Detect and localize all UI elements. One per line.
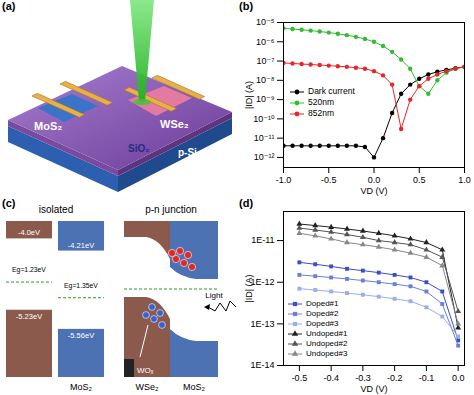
svg-text:isolated: isolated [39,204,73,215]
svg-text:WSe₂: WSe₂ [136,382,160,392]
svg-text:Eg=1.23eV: Eg=1.23eV [12,266,46,274]
svg-text:-0.2: -0.2 [387,373,403,383]
svg-text:SiO₂: SiO₂ [128,143,150,154]
svg-text:WSe₂: WSe₂ [160,118,189,130]
html-text:(d): (d) [239,197,253,209]
html-text:Doped#2: Doped#2 [306,309,339,318]
svg-text:|ID| (A): |ID| (A) [244,274,254,302]
html-text:852nm: 852nm [308,108,334,118]
svg-text:0.5: 0.5 [413,175,426,185]
svg-text:10⁻⁸: 10⁻⁸ [256,75,275,85]
svg-text:10⁻¹⁰: 10⁻¹⁰ [253,114,275,124]
svg-text:1E-14: 1E-14 [250,360,274,370]
svg-text:-4.0eV: -4.0eV [18,228,40,237]
svg-text:0.0: 0.0 [452,373,465,383]
html-text:(c): (c) [2,197,16,209]
svg-text:10⁻⁷: 10⁻⁷ [256,56,274,66]
html-text:Undoped#2: Undoped#2 [306,339,348,348]
html-text:(b): (b) [239,0,253,12]
html-text:Dark current: Dark current [308,86,355,96]
html-text:520nm: 520nm [308,97,334,107]
svg-text:1E-11: 1E-11 [251,235,274,245]
html-text:Undoped#3: Undoped#3 [306,349,348,358]
svg-text:10⁻⁶: 10⁻⁶ [256,37,275,47]
svg-text:1.0: 1.0 [458,175,471,185]
svg-text:-0.5: -0.5 [292,373,308,383]
svg-text:-5.23eV: -5.23eV [16,312,42,321]
svg-text:MoS₂: MoS₂ [183,382,206,392]
svg-text:p-n junction: p-n junction [145,204,197,215]
svg-text:-0.3: -0.3 [355,373,371,383]
svg-text:0.0: 0.0 [368,175,381,185]
html-text:Doped#3: Doped#3 [306,319,339,328]
svg-text:Light: Light [205,291,223,300]
html-text:Doped#1: Doped#1 [306,299,339,308]
svg-text:10⁻¹¹: 10⁻¹¹ [254,133,275,143]
svg-text:MoS₂: MoS₂ [70,382,93,392]
svg-text:10⁻¹²: 10⁻¹² [254,152,275,162]
svg-text:1E-13: 1E-13 [250,319,274,329]
svg-text:VD (V): VD (V) [361,186,388,196]
svg-text:-0.4: -0.4 [323,373,339,383]
svg-text:WOₓ: WOₓ [137,366,154,375]
svg-text:-1.0: -1.0 [276,175,292,185]
svg-text:Eg=1.35eV: Eg=1.35eV [64,282,98,290]
svg-text:-5.56eV: -5.56eV [68,331,94,340]
svg-text:-0.1: -0.1 [419,373,435,383]
svg-text:p-Si: p-Si [178,147,197,158]
svg-text:VD (V): VD (V) [361,384,388,394]
svg-text:10⁻⁵: 10⁻⁵ [256,17,275,27]
svg-text:10⁻⁹: 10⁻⁹ [256,94,275,104]
svg-text:1E-12: 1E-12 [250,277,274,287]
html-text:Undoped#1: Undoped#1 [306,329,348,338]
svg-text:-4.21eV: -4.21eV [68,241,94,250]
html-text:(a): (a) [2,0,16,12]
svg-text:|ID| (A): |ID| (A) [244,81,254,109]
svg-text:MoS₂: MoS₂ [34,120,62,132]
svg-text:-0.5: -0.5 [321,175,337,185]
